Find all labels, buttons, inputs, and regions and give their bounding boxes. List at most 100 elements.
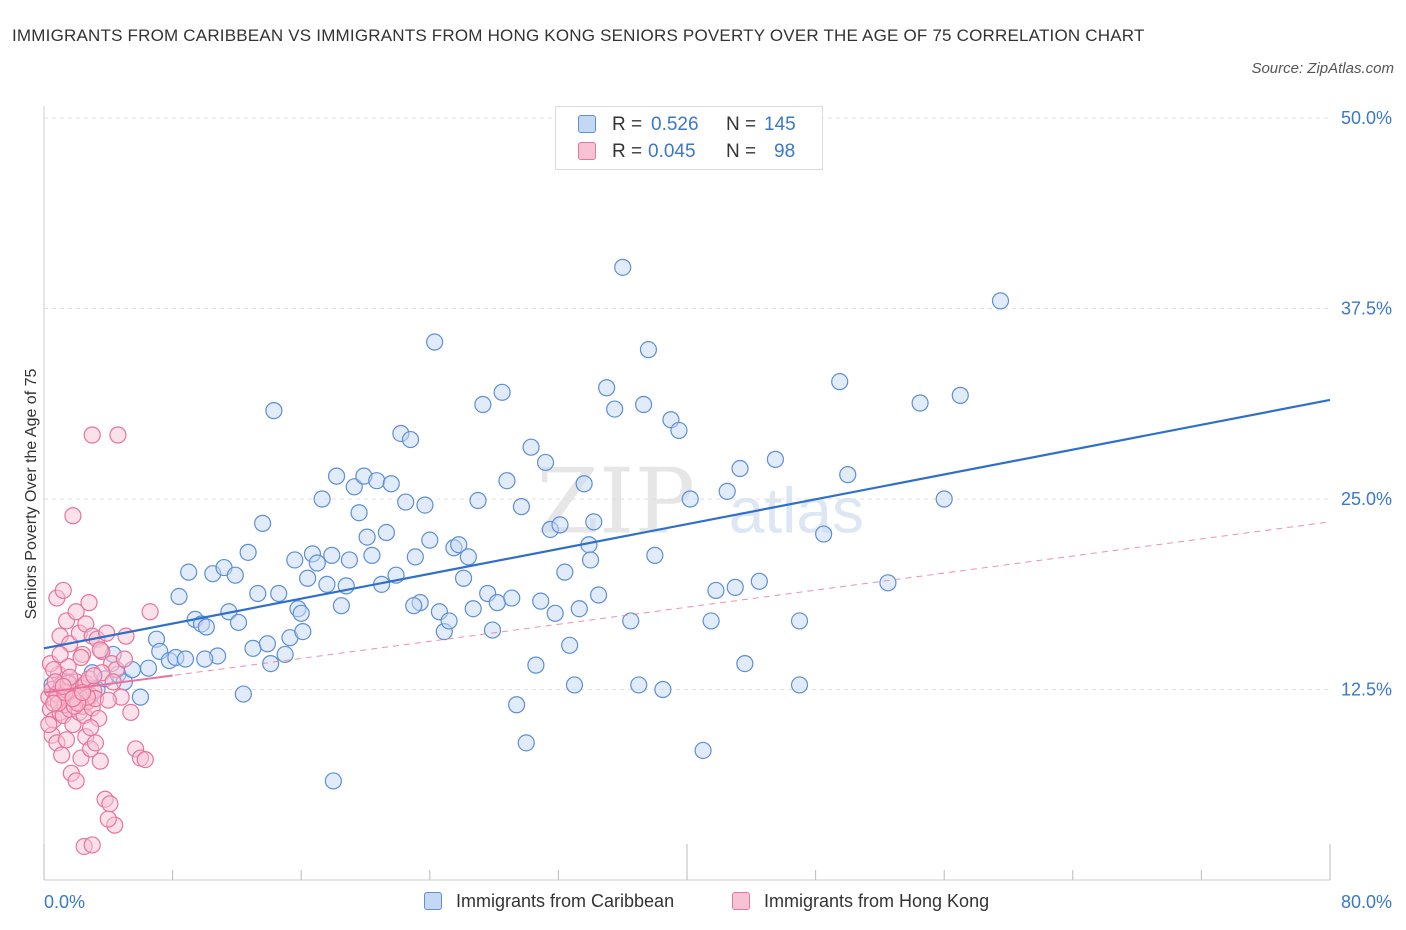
- hongkong-point: [115, 650, 133, 668]
- hongkong-point: [45, 694, 63, 712]
- caribbean-point: [839, 466, 857, 484]
- caribbean-point: [736, 654, 754, 673]
- x-tick-label: 0.0%: [44, 892, 85, 912]
- caribbean-point: [766, 450, 785, 468]
- caribbean-point: [313, 490, 331, 508]
- caribbean-point: [498, 472, 516, 490]
- hongkong-point: [51, 645, 69, 664]
- caribbean-point: [731, 459, 749, 478]
- caribbean-point: [294, 622, 312, 641]
- caribbean-point: [512, 498, 531, 516]
- hongkong-trendline-dashed: [43, 521, 1331, 694]
- caribbean-trendline: [43, 398, 1331, 650]
- caribbean-point: [831, 373, 849, 391]
- y-tick-label: 37.5%: [1341, 299, 1392, 319]
- caribbean-point: [249, 584, 267, 603]
- caribbean-point: [622, 612, 640, 630]
- caribbean-point: [464, 600, 482, 618]
- hongkong-point: [64, 507, 82, 525]
- r-value: 0.526: [651, 114, 699, 135]
- caribbean-point: [197, 618, 215, 636]
- caribbean-point: [345, 478, 363, 496]
- caribbean-point: [598, 379, 616, 397]
- caribbean-point: [469, 491, 487, 510]
- caribbean-point: [340, 551, 359, 569]
- hongkong-swatch: [578, 142, 596, 160]
- hongkong-point: [57, 731, 76, 749]
- n-value: 98: [774, 141, 796, 162]
- r-label: R =: [612, 141, 643, 162]
- caribbean-point: [639, 341, 658, 359]
- caribbean-point: [299, 569, 317, 587]
- caribbean-point: [196, 650, 214, 668]
- caribbean-point: [239, 543, 257, 561]
- caribbean-point: [226, 566, 244, 584]
- caribbean-point: [630, 676, 648, 694]
- caribbean-point: [286, 551, 304, 569]
- caribbean-point: [131, 688, 150, 706]
- caribbean-point: [170, 587, 188, 606]
- caribbean-point: [377, 523, 395, 542]
- caribbean-point: [350, 504, 368, 522]
- caribbean-point: [546, 604, 564, 622]
- hongkong-point: [40, 715, 58, 734]
- caribbean-point: [426, 333, 444, 351]
- caribbean-point: [416, 496, 434, 514]
- hongkong-point: [86, 734, 105, 752]
- caribbean-point: [508, 696, 526, 714]
- hongkong-point: [91, 752, 109, 770]
- caribbean-point: [935, 490, 953, 508]
- caribbean-point: [585, 513, 603, 531]
- caribbean-point: [551, 516, 569, 534]
- caribbean-point: [258, 635, 277, 653]
- caribbean-point: [459, 548, 477, 566]
- n-value: 145: [764, 114, 796, 135]
- caribbean-point: [382, 475, 400, 493]
- caribbean-point: [323, 546, 341, 564]
- correlation-legend: R = 0.526 N = 145 R = 0.045 N = 98: [555, 106, 823, 170]
- y-tick-label: 50.0%: [1341, 108, 1392, 128]
- hongkong-point: [99, 810, 117, 828]
- caribbean-point: [614, 258, 632, 276]
- caribbean-point: [176, 650, 195, 668]
- caribbean-point: [488, 594, 506, 612]
- caribbean-point: [483, 621, 502, 639]
- caribbean-point: [606, 400, 624, 418]
- caribbean-point: [707, 581, 725, 600]
- caribbean-point: [265, 402, 283, 420]
- hongkong-point: [53, 746, 71, 764]
- r-value: 0.045: [648, 141, 696, 162]
- caribbean-point: [694, 741, 712, 760]
- caribbean-point: [308, 554, 326, 572]
- chart-title: IMMIGRANTS FROM CARIBBEAN VS IMMIGRANTS …: [12, 26, 1145, 45]
- hongkong-point: [67, 772, 85, 790]
- caribbean-point: [139, 659, 158, 677]
- hongkong-point: [82, 718, 100, 737]
- hongkong-point: [85, 667, 103, 685]
- hongkong-point: [98, 624, 116, 642]
- caribbean-swatch: [578, 115, 596, 133]
- hongkong-point: [99, 691, 117, 709]
- hongkong-point: [136, 751, 154, 769]
- caribbean-point: [536, 453, 555, 472]
- source-note: Source: ZipAtlas.com: [1251, 60, 1394, 77]
- caribbean-point: [450, 536, 468, 554]
- caribbean-point: [565, 676, 584, 694]
- y-tick-label: 12.5%: [1341, 680, 1392, 700]
- caribbean-point: [276, 645, 294, 664]
- caribbean-point: [503, 589, 521, 607]
- caribbean-point: [522, 438, 540, 456]
- caribbean-point: [474, 395, 492, 414]
- caribbean-point: [790, 612, 809, 630]
- caribbean-point: [358, 528, 376, 546]
- caribbean-point: [951, 386, 969, 404]
- caribbean-label: Immigrants from Caribbean: [456, 891, 675, 911]
- caribbean-point: [575, 475, 593, 493]
- caribbean-point: [702, 612, 720, 630]
- caribbean-point: [454, 569, 473, 587]
- caribbean-point: [634, 395, 653, 414]
- caribbean-point: [561, 636, 579, 654]
- caribbean-point: [517, 734, 535, 752]
- hongkong-label: Immigrants from Hong Kong: [764, 891, 990, 911]
- caribbean-point: [401, 430, 420, 449]
